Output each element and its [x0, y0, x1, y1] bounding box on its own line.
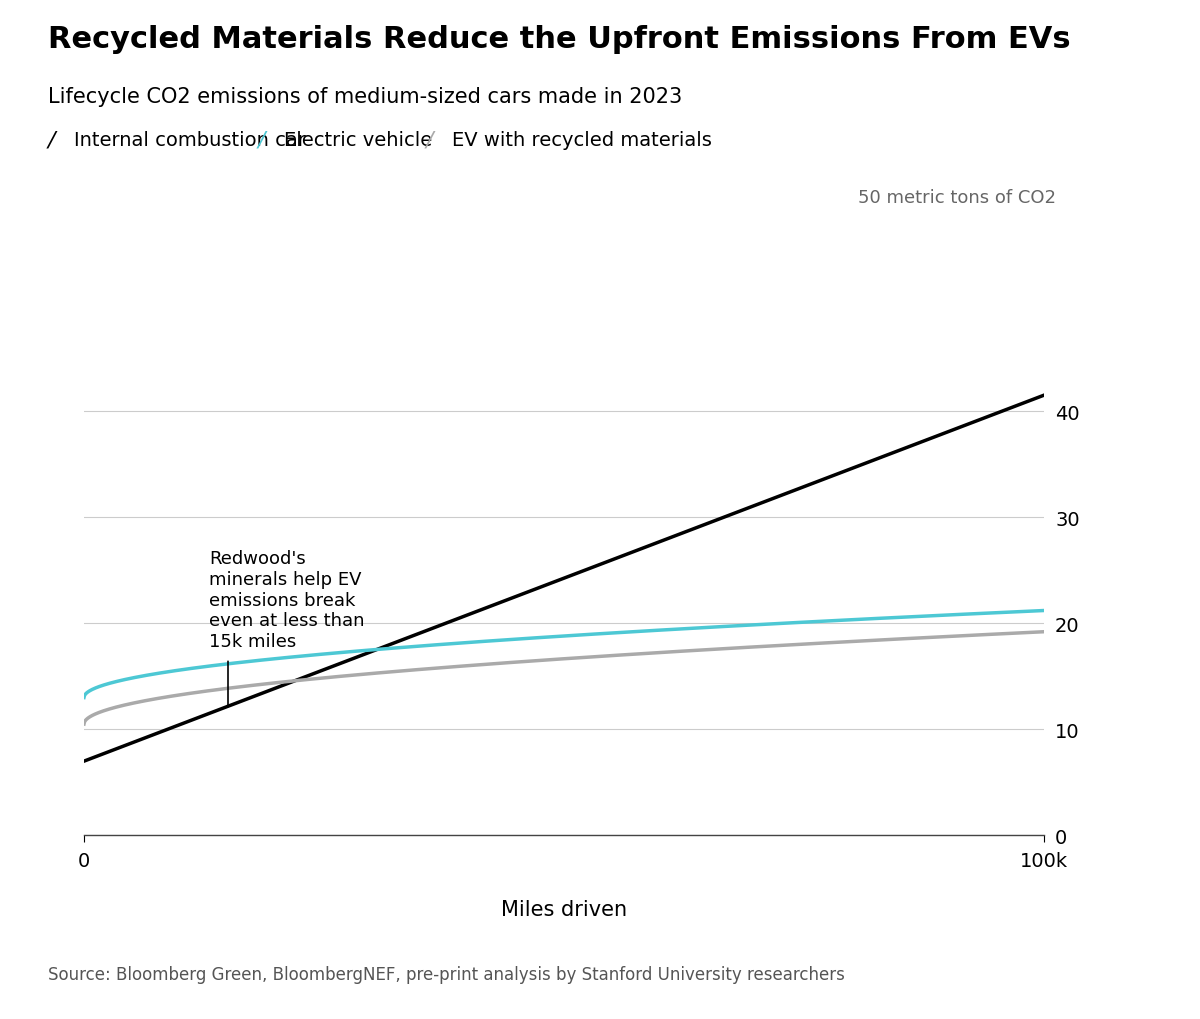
Text: EV with recycled materials: EV with recycled materials: [452, 131, 713, 150]
Text: /: /: [258, 130, 265, 151]
Text: Recycled Materials Reduce the Upfront Emissions From EVs: Recycled Materials Reduce the Upfront Em…: [48, 25, 1070, 54]
Text: Redwood's
minerals help EV
emissions break
even at less than
15k miles: Redwood's minerals help EV emissions bre…: [209, 549, 365, 650]
Text: Electric vehicle: Electric vehicle: [284, 131, 433, 150]
Text: Lifecycle CO2 emissions of medium-sized cars made in 2023: Lifecycle CO2 emissions of medium-sized …: [48, 87, 683, 107]
Text: Miles driven: Miles driven: [500, 899, 628, 919]
Text: /: /: [48, 130, 55, 151]
Text: Source: Bloomberg Green, BloombergNEF, pre-print analysis by Stanford University: Source: Bloomberg Green, BloombergNEF, p…: [48, 965, 845, 983]
Text: /: /: [426, 130, 433, 151]
Text: Internal combustion car: Internal combustion car: [74, 131, 306, 150]
Text: 50 metric tons of CO2: 50 metric tons of CO2: [858, 189, 1056, 207]
